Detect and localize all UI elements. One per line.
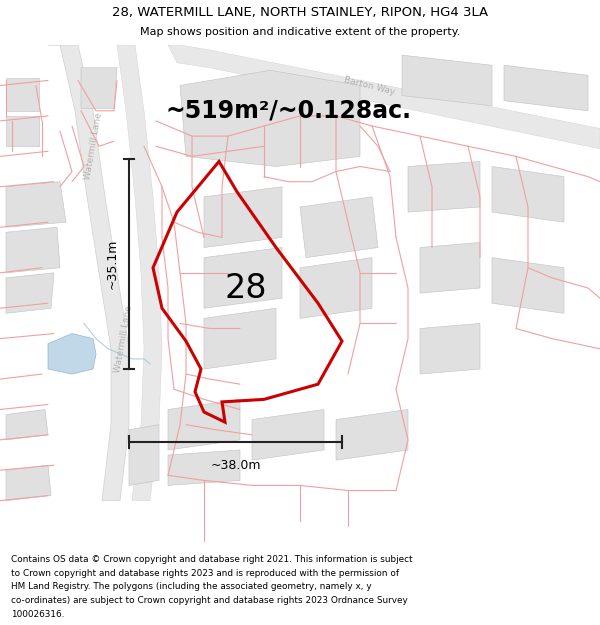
Polygon shape	[204, 248, 282, 308]
Polygon shape	[336, 409, 408, 460]
Polygon shape	[6, 78, 39, 111]
Text: HM Land Registry. The polygons (including the associated geometry, namely x, y: HM Land Registry. The polygons (includin…	[11, 582, 371, 591]
Polygon shape	[180, 70, 360, 166]
Polygon shape	[492, 258, 564, 313]
Polygon shape	[6, 409, 48, 440]
Polygon shape	[81, 68, 117, 108]
Polygon shape	[6, 116, 39, 146]
Polygon shape	[204, 187, 282, 248]
Text: 100026316.: 100026316.	[11, 609, 64, 619]
Text: ~38.0m: ~38.0m	[210, 459, 261, 472]
Text: 28: 28	[225, 271, 267, 304]
Text: Watermill Lane: Watermill Lane	[113, 304, 133, 373]
Polygon shape	[168, 450, 240, 486]
Polygon shape	[168, 45, 600, 149]
Polygon shape	[6, 182, 66, 228]
Polygon shape	[300, 258, 372, 318]
Polygon shape	[48, 45, 129, 501]
Polygon shape	[117, 45, 162, 501]
Text: ~35.1m: ~35.1m	[106, 239, 119, 289]
Polygon shape	[168, 399, 240, 450]
Text: to Crown copyright and database rights 2023 and is reproduced with the permissio: to Crown copyright and database rights 2…	[11, 569, 399, 578]
Text: ~519m²/~0.128ac.: ~519m²/~0.128ac.	[165, 99, 411, 122]
Polygon shape	[402, 55, 492, 106]
Text: Map shows position and indicative extent of the property.: Map shows position and indicative extent…	[140, 28, 460, 38]
Text: co-ordinates) are subject to Crown copyright and database rights 2023 Ordnance S: co-ordinates) are subject to Crown copyr…	[11, 596, 407, 605]
Polygon shape	[6, 228, 60, 272]
Polygon shape	[504, 65, 588, 111]
Polygon shape	[6, 272, 54, 313]
Polygon shape	[252, 409, 324, 460]
Polygon shape	[408, 161, 480, 212]
Text: 28, WATERMILL LANE, NORTH STAINLEY, RIPON, HG4 3LA: 28, WATERMILL LANE, NORTH STAINLEY, RIPO…	[112, 6, 488, 19]
Polygon shape	[6, 465, 51, 501]
Text: Barton Way: Barton Way	[343, 75, 395, 96]
Text: Contains OS data © Crown copyright and database right 2021. This information is : Contains OS data © Crown copyright and d…	[11, 555, 412, 564]
Polygon shape	[300, 197, 378, 258]
Polygon shape	[492, 166, 564, 222]
Polygon shape	[129, 425, 159, 486]
Polygon shape	[204, 308, 276, 369]
Text: Watermill Lane: Watermill Lane	[83, 112, 103, 181]
Polygon shape	[48, 334, 96, 374]
Polygon shape	[420, 324, 480, 374]
Polygon shape	[420, 242, 480, 293]
